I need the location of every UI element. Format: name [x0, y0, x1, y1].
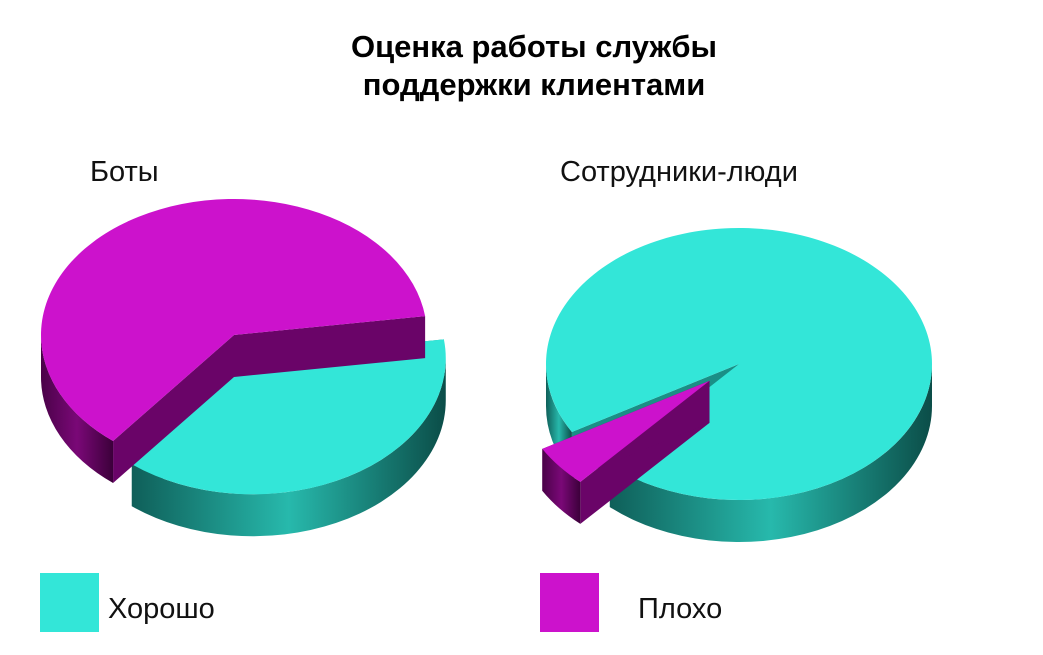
pie-label-bots: Боты [90, 156, 159, 188]
slice-side [609, 364, 932, 542]
pie-slice-bad [40, 198, 426, 483]
legend-label-bad: Плохо [638, 593, 723, 625]
legend-swatch-good [40, 573, 99, 632]
chart-title: Оценка работы службы поддержки клиентами [0, 28, 1043, 104]
chart-title-line-2: поддержки клиентами [362, 67, 706, 102]
legend-swatch-bad [540, 573, 599, 632]
slice-wall [234, 316, 426, 377]
pie-slice-bad [542, 380, 710, 524]
slice-side [542, 448, 581, 524]
slice-wall [113, 335, 234, 483]
legend-label-good: Хорошо [108, 593, 215, 625]
pie-bots [40, 198, 446, 537]
pie-label-humans: Сотрудники-люди [560, 156, 798, 188]
slice-top [131, 339, 446, 495]
slice-top [546, 228, 933, 501]
slice-side [131, 358, 446, 537]
slice-side [41, 335, 114, 483]
slice-top [40, 198, 426, 441]
pie-humans [542, 228, 933, 542]
chart-title-line-1: Оценка работы службы [350, 29, 717, 64]
slice-top [542, 380, 710, 482]
